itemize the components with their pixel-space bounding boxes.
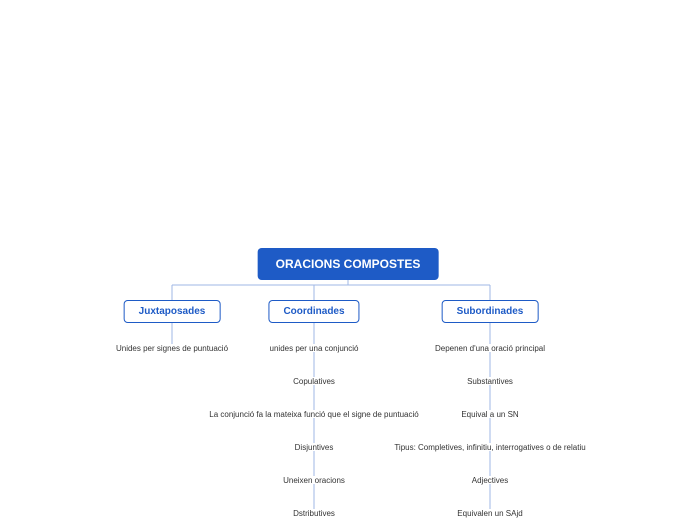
branch-juxtaposades[interactable]: Juxtaposades: [124, 300, 221, 323]
branch-coordinades[interactable]: Coordinades: [268, 300, 359, 323]
leaf-coord-2[interactable]: La conjunció fa la mateixa funció que el…: [209, 410, 418, 419]
leaf-sub-4[interactable]: Adjectives: [472, 476, 508, 485]
leaf-sub-0[interactable]: Depenen d'una oració principal: [435, 344, 545, 353]
leaf-coord-1[interactable]: Copulatives: [293, 377, 335, 386]
branch-subordinades[interactable]: Subordinades: [442, 300, 539, 323]
root-node[interactable]: ORACIONS COMPOSTES: [258, 248, 439, 280]
leaf-coord-3[interactable]: Disjuntives: [295, 443, 334, 452]
leaf-sub-3[interactable]: Tipus: Completives, infinitiu, interroga…: [394, 443, 585, 452]
leaf-coord-4[interactable]: Uneixen oracions: [283, 476, 345, 485]
leaf-coord-5[interactable]: Dstributives: [293, 509, 335, 518]
leaf-sub-2[interactable]: Equival a un SN: [461, 410, 518, 419]
leaf-sub-5[interactable]: Equivalen un SAjd: [457, 509, 522, 518]
leaf-jux-0[interactable]: Unides per signes de puntuació: [116, 344, 228, 353]
leaf-coord-0[interactable]: unides per una conjunció: [270, 344, 359, 353]
leaf-sub-1[interactable]: Substantives: [467, 377, 513, 386]
